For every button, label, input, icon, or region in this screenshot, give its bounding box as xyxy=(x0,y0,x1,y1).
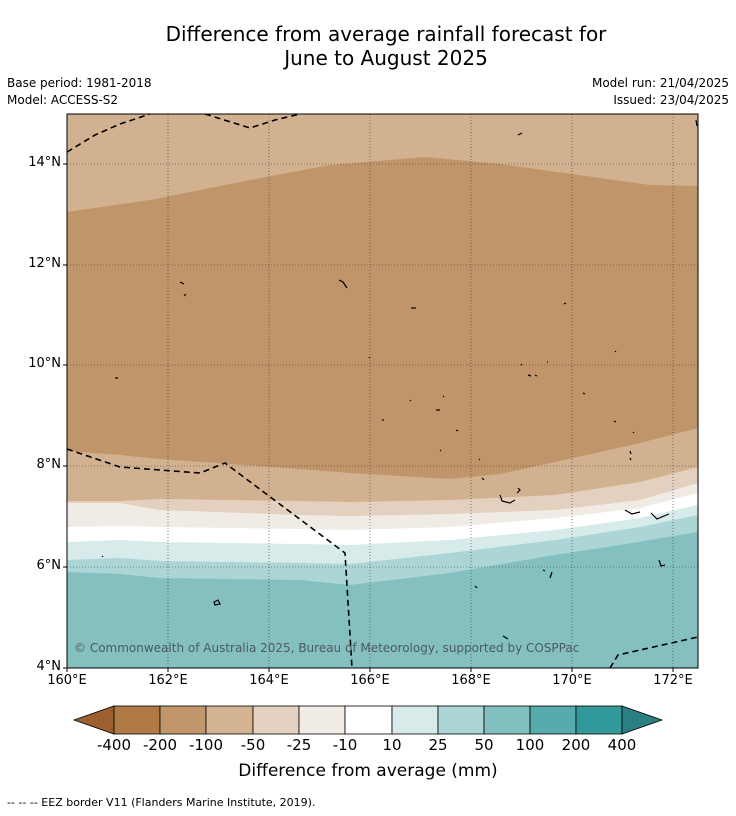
band-minus-100-200 xyxy=(67,157,698,479)
colorbar-segment xyxy=(391,705,439,735)
colorbar-label: -200 xyxy=(142,736,178,754)
map-title: Difference from average rainfall forecas… xyxy=(0,22,736,70)
colorbar-label: 50 xyxy=(474,736,494,754)
rainfall-map xyxy=(63,113,699,672)
lon-label-162e: 162°E xyxy=(148,673,188,688)
colorbar-title: Difference from average (mm) xyxy=(238,761,498,781)
colorbar-segment xyxy=(159,705,207,735)
map-frame xyxy=(66,113,699,669)
colorbar-label: 10 xyxy=(382,736,402,754)
title-line-2: June to August 2025 xyxy=(284,46,488,70)
tick-marks xyxy=(63,163,674,672)
metadata-right: Model run: 21/04/2025 Issued: 23/04/2025 xyxy=(592,75,729,109)
title-line-1: Difference from average rainfall forecas… xyxy=(165,22,607,46)
lon-label-164e: 164°E xyxy=(249,673,289,688)
lon-label-168e: 168°E xyxy=(451,673,491,688)
lat-label-14n: 14°N xyxy=(28,155,61,170)
colorbar-label: -25 xyxy=(286,736,312,754)
colorbar-segment xyxy=(344,705,393,735)
colorbar-label: 200 xyxy=(561,736,591,754)
lat-label-4n: 4°N xyxy=(36,659,62,674)
colorbar-label: 400 xyxy=(607,736,637,754)
lat-label-10n: 10°N xyxy=(28,356,61,371)
colorbar-label: -50 xyxy=(240,736,266,754)
lon-label-170e: 170°E xyxy=(552,673,592,688)
islands xyxy=(101,119,698,640)
gridlines xyxy=(67,114,698,668)
lat-label-6n: 6°N xyxy=(36,558,62,573)
eez-footnote: -- -- -- EEZ border V11 (Flanders Marine… xyxy=(7,796,316,809)
lat-label-12n: 12°N xyxy=(28,256,61,271)
issued-date: Issued: 23/04/2025 xyxy=(613,93,729,107)
lat-label-8n: 8°N xyxy=(36,457,62,472)
colorbar-segment xyxy=(529,705,577,735)
lon-label-160e: 160°E xyxy=(47,673,87,688)
colorbar-arrow-low xyxy=(72,705,115,735)
colorbar-arrow-high xyxy=(621,705,664,735)
colorbar-segment xyxy=(252,705,300,735)
eez-border xyxy=(67,114,698,668)
colorbar-label: -400 xyxy=(96,736,132,754)
colorbar-segment xyxy=(437,705,485,735)
colorbar-segment xyxy=(113,705,161,735)
model-name: Model: ACCESS-S2 xyxy=(7,93,119,107)
colorbar-label: 25 xyxy=(428,736,448,754)
copyright-notice: © Commonwealth of Australia 2025, Bureau… xyxy=(74,641,580,655)
model-run: Model run: 21/04/2025 xyxy=(591,76,729,90)
lon-label-172e: 172°E xyxy=(653,673,693,688)
colorbar-segment xyxy=(575,705,623,735)
colorbar-segment xyxy=(483,705,531,735)
colorbar-label: -10 xyxy=(332,736,358,754)
base-period: Base period: 1981-2018 xyxy=(7,76,152,90)
metadata-left: Base period: 1981-2018 Model: ACCESS-S2 xyxy=(7,75,152,109)
colorbar-segment xyxy=(205,705,254,735)
lon-label-166e: 166°E xyxy=(350,673,390,688)
colorbar-label: 100 xyxy=(515,736,545,754)
colorbar-label: -100 xyxy=(188,736,224,754)
colorbar-segment xyxy=(298,705,346,735)
